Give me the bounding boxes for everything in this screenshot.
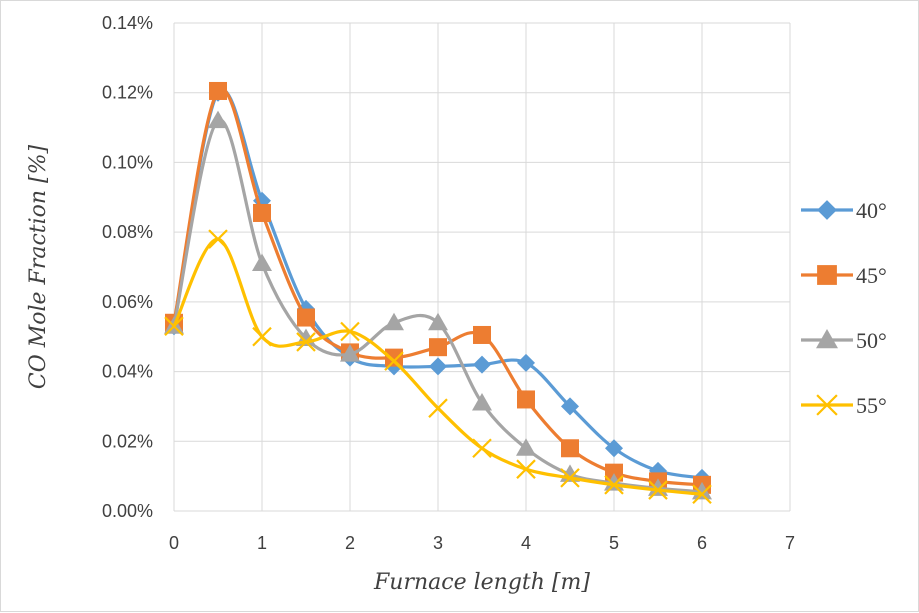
x-tick-label: 1 <box>257 533 267 553</box>
data-point <box>253 203 271 222</box>
data-point <box>473 355 491 374</box>
data-point <box>340 321 360 342</box>
y-axis-title: CO Mole Fraction [%] <box>26 144 51 389</box>
x-tick-label: 6 <box>697 533 707 553</box>
data-point <box>296 332 316 352</box>
data-point <box>472 438 492 459</box>
legend: 40° 45° 50° 55° <box>801 198 887 418</box>
y-tick-label: 0.00% <box>102 501 153 521</box>
data-point <box>605 463 623 482</box>
series-4 <box>164 229 712 505</box>
x-tick-label: 7 <box>785 533 795 553</box>
data-point <box>428 398 448 418</box>
series-layer <box>164 81 712 505</box>
series-line <box>172 87 703 487</box>
legend-entry: 50° <box>801 328 887 353</box>
legend-entry: 55° <box>801 393 887 418</box>
legend-label: 55° <box>856 393 887 418</box>
legend-label: 40° <box>856 198 887 223</box>
data-point <box>648 480 668 500</box>
y-tick-label: 0.04% <box>102 362 153 382</box>
y-tick-label: 0.02% <box>102 431 153 451</box>
legend-marker <box>817 265 837 285</box>
data-point <box>164 316 184 337</box>
x-tick-label: 0 <box>169 533 179 553</box>
gridlines <box>173 22 791 512</box>
legend-label: 50° <box>856 328 887 353</box>
data-point <box>517 353 535 372</box>
x-tick-label: 3 <box>433 533 443 553</box>
data-point <box>208 110 228 129</box>
x-axis-title: Furnace length [m] <box>373 570 590 595</box>
data-point <box>560 468 580 488</box>
data-point <box>340 344 360 362</box>
data-point <box>384 312 404 331</box>
data-point <box>209 81 227 100</box>
y-tick-label: 0.12% <box>102 83 153 103</box>
x-tick-label: 5 <box>609 533 619 553</box>
legend-marker <box>816 394 838 416</box>
y-tick-label: 0.10% <box>102 152 153 172</box>
axes: 0.00% 0.02% 0.04% 0.06% 0.08% 0.10% 0.12% 0.14%… <box>102 13 795 553</box>
x-tick-label: 4 <box>521 533 531 553</box>
data-point <box>517 390 535 409</box>
data-point <box>692 484 712 505</box>
data-point <box>473 325 491 344</box>
series-line <box>172 118 703 494</box>
data-point <box>252 326 272 347</box>
data-point <box>384 351 404 371</box>
legend-marker <box>817 200 837 220</box>
data-point <box>516 438 536 456</box>
data-point <box>208 229 228 249</box>
data-point <box>252 253 272 272</box>
series-3 <box>164 110 712 500</box>
legend-entry: 40° <box>801 198 887 223</box>
data-point <box>472 392 492 411</box>
data-point <box>516 459 536 479</box>
y-tick-label: 0.06% <box>102 292 153 312</box>
y-tick-label: 0.14% <box>102 13 153 33</box>
legend-label: 45° <box>856 263 887 288</box>
data-point <box>429 357 447 376</box>
data-point <box>605 439 623 458</box>
data-point <box>297 308 315 327</box>
data-point <box>561 439 579 458</box>
data-point <box>429 338 447 357</box>
data-point <box>561 397 579 416</box>
x-tick-label: 2 <box>345 533 355 553</box>
data-point <box>604 475 624 495</box>
data-point <box>428 312 448 331</box>
y-tick-label: 0.08% <box>102 222 153 242</box>
data-point <box>385 348 403 367</box>
legend-marker <box>816 329 838 349</box>
legend-entry: 45° <box>801 263 887 288</box>
